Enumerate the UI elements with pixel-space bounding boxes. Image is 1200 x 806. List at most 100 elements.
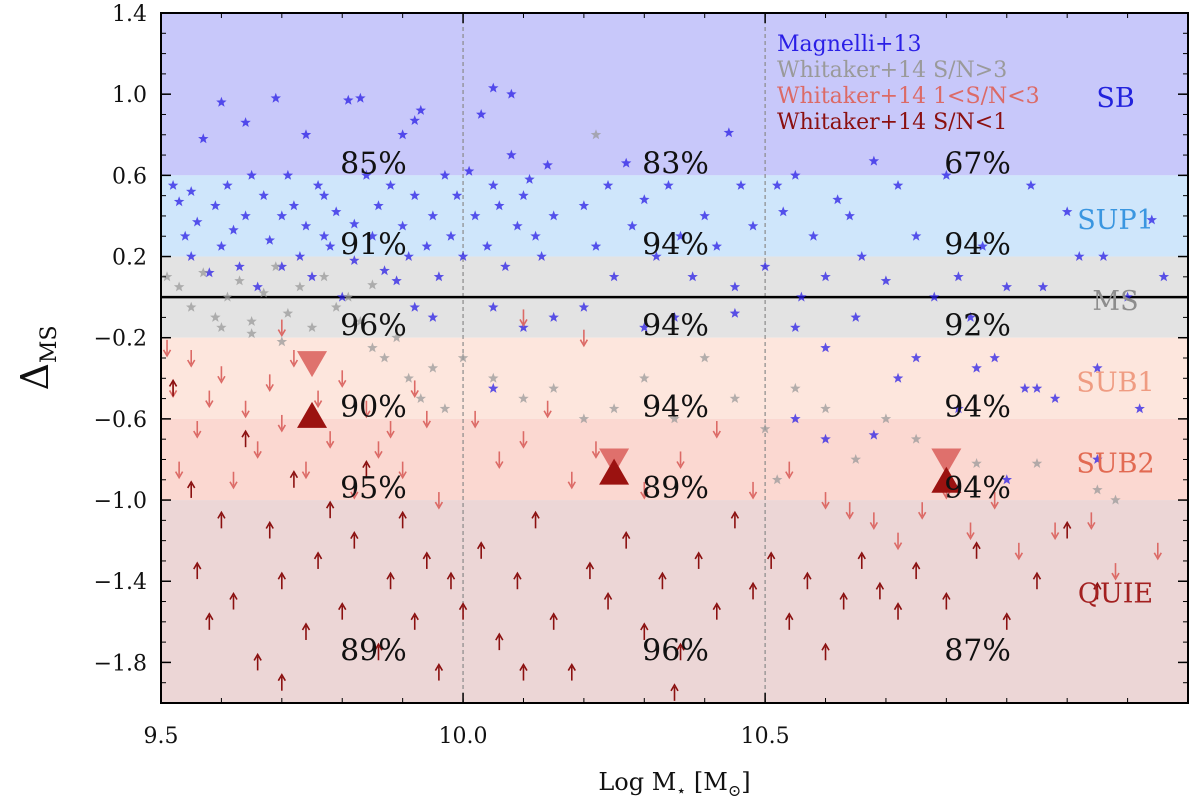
lower-limit-arrow: [362, 460, 371, 478]
star-point: [850, 454, 861, 464]
arrow-head: [966, 532, 975, 541]
star-point: [1122, 291, 1133, 302]
arrow-head: [531, 510, 540, 519]
percentage-label: 67%: [944, 146, 1011, 181]
median-markers: [297, 351, 962, 493]
star-point: [729, 307, 741, 318]
upper-limit-arrow: [567, 471, 576, 490]
upper-limit-arrow: [217, 366, 226, 384]
star-point: [161, 271, 173, 282]
lower-limit-arrow: [313, 551, 323, 569]
star-point: [276, 261, 288, 272]
percentage-label: 94%: [944, 471, 1011, 506]
star-point: [367, 279, 378, 290]
star-point: [1158, 271, 1170, 282]
lower-limit-arrow: [730, 510, 740, 529]
lower-limit-arrow: [241, 429, 250, 448]
star-point: [669, 311, 680, 322]
star-point: [457, 352, 469, 363]
arrow-head: [374, 642, 383, 651]
arrow-head: [217, 375, 226, 384]
upper-limit-arrow: [338, 370, 347, 388]
star-point: [482, 240, 493, 251]
y-tick-label: −1.0: [94, 489, 147, 514]
star-point: [790, 322, 801, 332]
star-point: [222, 291, 233, 302]
lower-limit-arrow: [386, 571, 395, 590]
upper-limit-arrow: [543, 400, 552, 419]
region-label-quie: QUIE: [1078, 578, 1153, 609]
star-point: [1049, 393, 1061, 403]
lower-limit-arrow: [253, 652, 262, 671]
star-point: [210, 311, 221, 322]
lower-limit-arrow: [1062, 520, 1072, 539]
region-labels: SB SUP1 MS SUB1 SUB2 QUIE: [1076, 83, 1154, 609]
upper-limit-arrow: [893, 532, 903, 551]
percentage-label: 89%: [340, 633, 407, 668]
arrow-head: [519, 662, 528, 671]
star-point: [488, 82, 499, 93]
arrow-head: [712, 602, 721, 611]
upper-limit-arrow: [1014, 542, 1024, 561]
lower-limit-arrow: [446, 571, 456, 590]
star-point: [324, 240, 336, 251]
arrow-head: [766, 551, 776, 560]
star-point: [1092, 362, 1103, 373]
arrow-head: [579, 339, 589, 348]
lower-limit-arrow: [640, 622, 649, 640]
upper-limit-arrow: [519, 431, 528, 449]
region-bands: [161, 13, 1188, 703]
arrow-head: [434, 501, 444, 510]
star-point: [1019, 382, 1031, 393]
arrow-head: [748, 491, 758, 500]
star-point: [258, 287, 269, 298]
arrow-head: [325, 440, 335, 449]
star-point: [820, 403, 831, 414]
star-point: [578, 301, 590, 312]
lower-limit-arrow: [603, 591, 613, 610]
arrow-head: [410, 612, 419, 621]
arrow-head: [362, 460, 371, 469]
legend-entry: Whitaker+14 S/N>3: [777, 58, 1007, 83]
star-point: [747, 220, 759, 231]
arrow-head: [513, 571, 522, 580]
percentage-label: 87%: [944, 633, 1011, 668]
star-point: [850, 311, 861, 322]
star-point: [234, 275, 245, 286]
upper-limit-arrow: [1087, 512, 1096, 530]
y-tick-label: 0.6: [112, 164, 147, 189]
percentage-label: 91%: [340, 227, 407, 262]
star-point: [796, 291, 807, 302]
star-point: [198, 267, 209, 278]
arrow-head: [845, 511, 854, 520]
arrow-head: [410, 390, 419, 399]
star-point: [820, 342, 831, 353]
percentage-label: 92%: [944, 309, 1011, 344]
arrow-head: [869, 521, 879, 530]
star-point: [808, 230, 819, 241]
star-point: [790, 413, 801, 424]
y-tick-label: −0.6: [94, 408, 147, 433]
lower-limit-arrow: [676, 642, 685, 661]
star-point: [578, 413, 590, 424]
arrow-head: [174, 471, 184, 480]
lower-limit-arrow: [549, 612, 558, 630]
arrow-head: [1050, 532, 1060, 541]
arrow-head: [253, 450, 262, 459]
median-triangle-down: [931, 448, 962, 475]
star-point: [306, 322, 318, 332]
lower-limit-arrow: [277, 673, 287, 691]
lower-limit-arrow: [265, 520, 274, 539]
star-point: [385, 180, 396, 190]
percentage-label: 94%: [642, 227, 709, 262]
star-point: [252, 281, 263, 292]
star-point: [542, 159, 553, 170]
star-point: [361, 169, 372, 180]
star-point: [186, 251, 197, 261]
lower-limit-arrow: [338, 602, 347, 620]
star-point: [488, 372, 499, 383]
percentage-label: 83%: [642, 146, 709, 181]
region-label-sub2: SUB2: [1076, 449, 1154, 480]
arrow-head: [338, 379, 347, 388]
